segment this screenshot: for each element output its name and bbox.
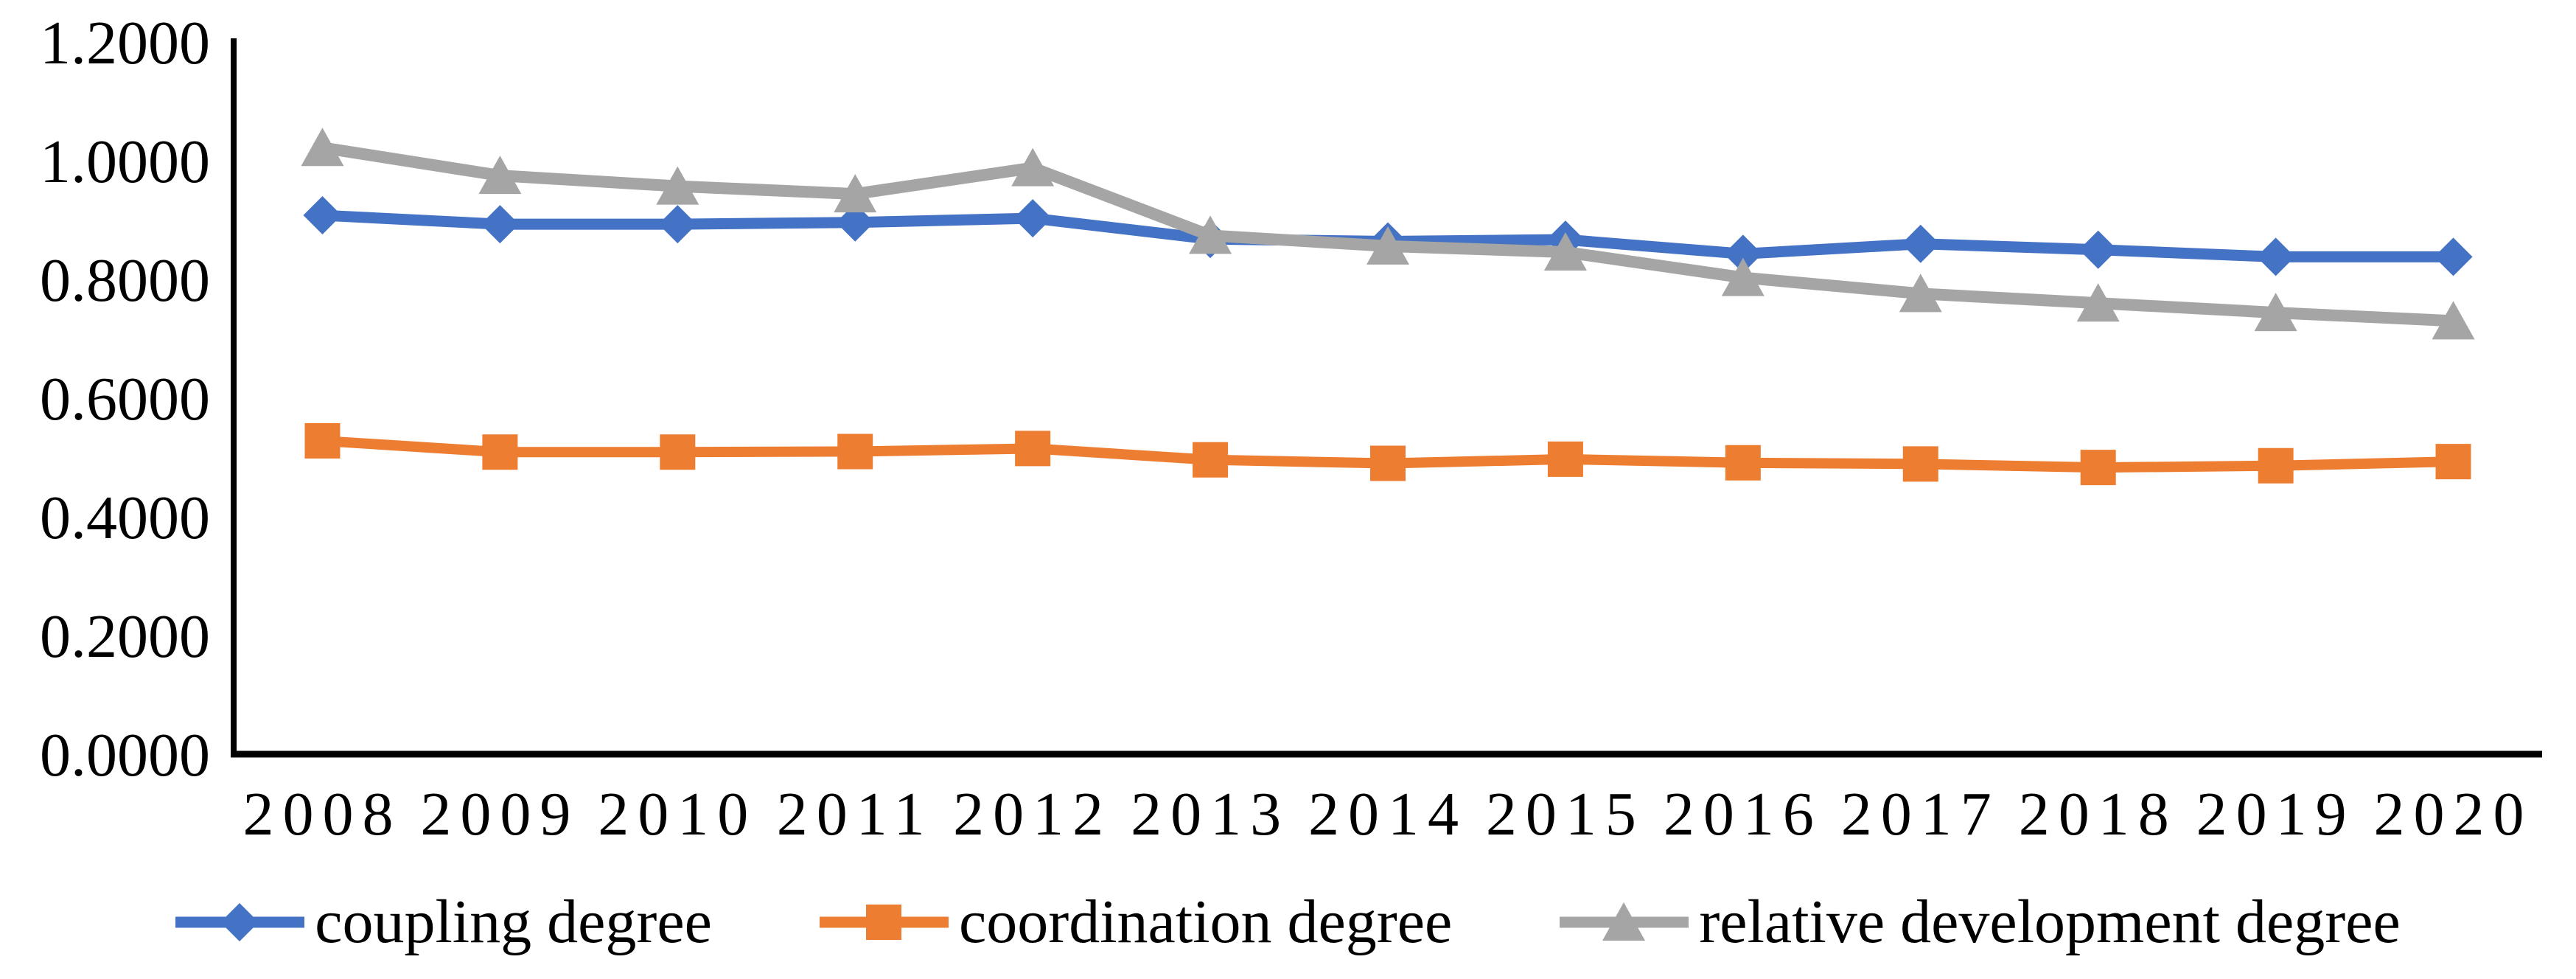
legend-label-coordination-degree: coordination degree — [958, 888, 1453, 956]
data-point-coupling-degree-2009 — [481, 205, 520, 244]
data-point-relative-development-degree-2009 — [478, 156, 522, 195]
data-point-relative-development-degree-2015 — [1543, 231, 1587, 271]
legend-item-relative-development-degree: relative development degree — [1560, 888, 2401, 956]
legend-item-coordination-degree: coordination degree — [819, 888, 1453, 956]
data-point-coupling-degree-2012 — [1013, 199, 1053, 238]
diamond-marker-icon — [175, 903, 305, 942]
data-point-coordination-degree-2008 — [304, 422, 341, 459]
data-point-coordination-degree-2011 — [837, 433, 873, 470]
x-tick-label-2018: 2018 — [2019, 780, 2178, 849]
series-coordination-degree — [304, 422, 2471, 486]
data-point-relative-development-degree-2008 — [301, 128, 344, 167]
data-point-relative-development-degree-2012 — [1011, 147, 1055, 187]
x-tick-label-2016: 2016 — [1664, 780, 1823, 849]
x-tick-label-2015: 2015 — [1486, 780, 1645, 849]
x-tick-label-2013: 2013 — [1131, 780, 1290, 849]
data-point-coupling-degree-2019 — [2256, 237, 2295, 276]
data-point-relative-development-degree-2016 — [1721, 257, 1765, 296]
data-point-relative-development-degree-2014 — [1366, 226, 1409, 265]
square-marker-glyph — [865, 905, 901, 941]
legend-item-coupling-degree: coupling degree — [175, 888, 712, 956]
data-point-coordination-degree-2009 — [482, 434, 518, 470]
data-point-coupling-degree-2010 — [658, 205, 697, 244]
series-relative-development-degree — [301, 128, 2475, 340]
diamond-marker-glyph — [220, 903, 259, 942]
data-point-coordination-degree-2018 — [2080, 450, 2116, 486]
x-tick-label-2020: 2020 — [2374, 780, 2533, 849]
data-point-coordination-degree-2016 — [1725, 445, 1761, 481]
y-tick-label-0.6000: 0.6000 — [40, 365, 210, 433]
triangle-marker-glyph — [1602, 902, 1646, 941]
data-point-relative-development-degree-2018 — [2076, 283, 2120, 322]
data-point-coupling-degree-2008 — [303, 196, 342, 235]
data-point-coordination-degree-2012 — [1015, 431, 1051, 467]
x-tick-label-2017: 2017 — [1841, 780, 2000, 849]
x-tick-label-2011: 2011 — [777, 780, 934, 849]
y-tick-label-0.4000: 0.4000 — [40, 484, 210, 552]
y-tick-label-0.8000: 0.8000 — [40, 246, 210, 315]
y-tick-label-1.2000: 1.2000 — [40, 9, 210, 77]
data-point-coupling-degree-2020 — [2434, 237, 2473, 276]
data-point-coordination-degree-2019 — [2258, 447, 2294, 484]
square-marker-icon — [819, 905, 949, 941]
data-point-relative-development-degree-2019 — [2254, 293, 2297, 332]
data-point-coupling-degree-2017 — [1901, 224, 1940, 263]
y-tick-label-0.2000: 0.2000 — [40, 602, 210, 671]
data-point-coordination-degree-2014 — [1370, 445, 1406, 481]
data-point-coupling-degree-2016 — [1723, 234, 1762, 274]
data-point-relative-development-degree-2017 — [1899, 274, 1942, 313]
x-tick-label-2010: 2010 — [598, 780, 757, 849]
x-tick-label-2012: 2012 — [953, 780, 1112, 849]
legend-label-coupling-degree: coupling degree — [315, 888, 712, 956]
chart-legend: coupling degree coordination degree rela… — [0, 888, 2576, 956]
data-point-coupling-degree-2011 — [836, 203, 875, 242]
x-tick-label-2008: 2008 — [242, 780, 402, 849]
x-tick-label-2009: 2009 — [420, 780, 579, 849]
data-point-coordination-degree-2020 — [2435, 444, 2471, 480]
data-point-coordination-degree-2015 — [1547, 441, 1583, 477]
data-point-coupling-degree-2018 — [2078, 230, 2118, 269]
data-point-coordination-degree-2010 — [660, 434, 696, 470]
data-point-relative-development-degree-2010 — [656, 166, 699, 205]
legend-label-relative-development-degree: relative development degree — [1699, 888, 2401, 956]
x-tick-label-2019: 2019 — [2196, 780, 2356, 849]
triangle-marker-icon — [1560, 902, 1689, 941]
x-tick-label-2014: 2014 — [1308, 780, 1467, 849]
data-point-relative-development-degree-2011 — [834, 174, 877, 213]
y-tick-label-1.0000: 1.0000 — [40, 128, 210, 196]
data-point-coordination-degree-2017 — [1902, 446, 1938, 482]
y-tick-label-0.0000: 0.0000 — [40, 721, 210, 790]
data-point-relative-development-degree-2020 — [2432, 301, 2475, 340]
data-point-coordination-degree-2013 — [1193, 442, 1229, 478]
data-point-relative-development-degree-2013 — [1189, 215, 1232, 254]
